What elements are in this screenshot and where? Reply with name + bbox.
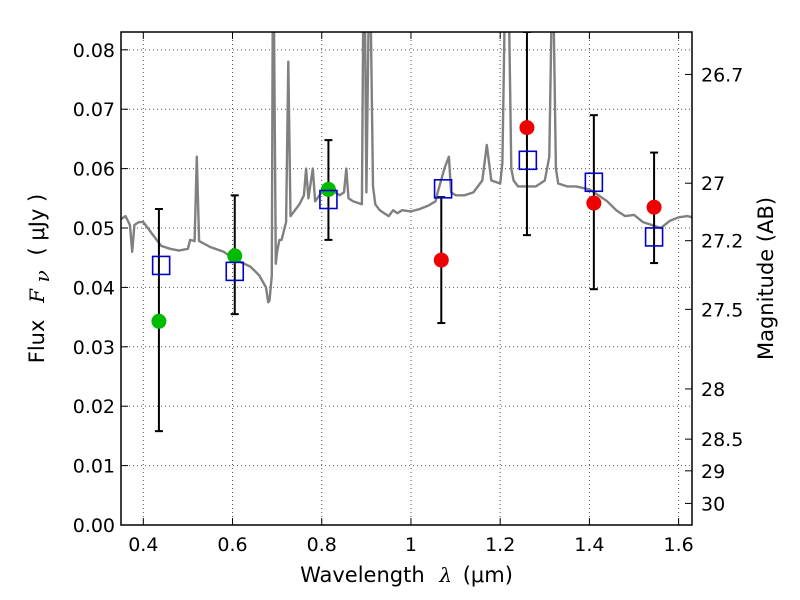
data-point-circle [586,195,602,211]
right-tick-label: 27.2 [701,231,743,253]
x-axis-label-prefix: Wavelength [300,563,425,587]
x-tick-label: 0.4 [128,534,158,556]
data-point-circle [151,313,167,329]
x-axis-label: Wavelength λ (μm) [300,563,513,587]
data-point-circle [227,248,243,264]
model-square [584,172,604,193]
x-tick-label: 0.6 [217,534,247,556]
y-tick-label: 0.00 [73,515,115,537]
data-point-circle [433,252,449,268]
y-tick-label: 0.02 [73,396,115,418]
axis-ticks: 0.4 0.6 0.8 1 1.2 1.4 1.6 0.00 0.01 0.02 0.03 0.04 0… [73,32,743,556]
data-point-circle [646,199,662,215]
plot-frame [120,31,693,526]
model-square [644,227,664,247]
data-markers [151,120,664,329]
y-tick-label: 0.08 [73,40,115,62]
y-tick-label: 0.04 [73,277,115,299]
model-square [225,261,245,282]
data-point-circle [519,120,535,136]
x-tick-label: 1.4 [574,534,604,556]
right-tick-label: 28.5 [701,429,743,451]
right-tick-label: 28 [701,379,725,401]
y-axis-label-subscript: ν [30,270,54,282]
spectrum-line [121,32,692,304]
right-tick-label: 27.5 [701,299,743,321]
y-axis-label-prefix: Flux [25,320,49,364]
error-bars [154,32,659,433]
x-tick-label: 1 [405,534,417,556]
right-tick-label: 29 [701,461,725,483]
model-square [151,255,171,276]
y-axis-label-unit: ( μJy ) [25,194,49,256]
x-tick-label: 1.2 [485,534,515,556]
y-tick-label: 0.01 [73,456,115,478]
x-tick-label: 1.6 [664,534,694,556]
model-square [319,189,338,210]
right-tick-label: 30 [701,493,725,515]
model-square [518,150,538,171]
model-square [433,179,453,199]
y-tick-label: 0.03 [73,337,115,359]
right-tick-label: 27 [701,173,725,195]
y-axis-label: Flux F ν ( μJy ) [25,194,54,364]
x-axis-label-symbol: λ [438,563,452,587]
x-tick-label: 0.8 [307,534,337,556]
y-tick-label: 0.07 [73,99,115,121]
y-tick-label: 0.05 [73,218,115,240]
grid-lines [121,32,692,526]
x-axis-label-unit: (μm) [463,563,513,587]
spectrum-path [121,32,692,304]
data-point-circle [320,181,336,197]
right-tick-label: 26.7 [701,64,743,86]
y-axis-label-symbol: F [25,288,49,304]
y-tick-label: 0.06 [73,159,115,181]
right-axis-label: Magnitude (AB) [754,197,778,360]
